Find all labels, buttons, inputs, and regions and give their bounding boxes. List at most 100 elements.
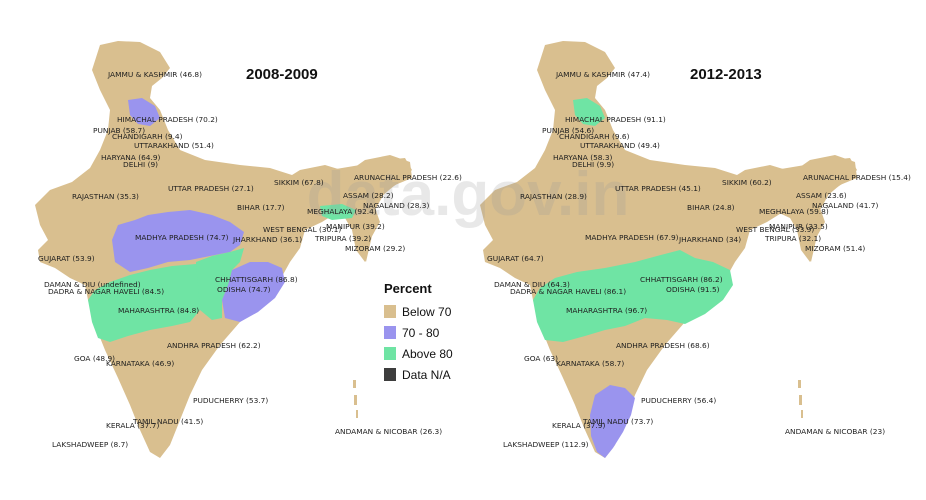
state-label: LAKSHADWEEP (8.7) — [52, 440, 128, 449]
northeast-region — [767, 158, 857, 262]
state-label: NAGALAND (28.3) — [363, 201, 429, 210]
state-label: UTTAR PRADESH (27.1) — [168, 184, 254, 193]
legend-label: Above 80 — [402, 347, 453, 361]
state-label: DADRA & NAGAR HAVELI (86.1) — [510, 287, 626, 296]
state-label: KARNATAKA (58.7) — [556, 359, 624, 368]
state-label: JAMMU & KASHMIR (47.4) — [555, 70, 650, 79]
madhya-pradesh-region — [112, 210, 244, 272]
state-label: HARYANA (64.9) — [101, 153, 161, 162]
state-label: HIMACHAL PRADESH (70.2) — [117, 115, 218, 124]
state-label: MANIPUR (33.5) — [769, 222, 828, 231]
state-label: CHHATTISGARH (86.2) — [640, 275, 723, 284]
andaman-islands — [798, 380, 803, 418]
state-labels-2008-2009: JAMMU & KASHMIR (46.8) HIMACHAL PRADESH (… — [38, 70, 462, 449]
state-label: RAJASTHAN (28.9) — [520, 192, 587, 201]
state-label: ANDAMAN & NICOBAR (23) — [785, 427, 885, 436]
state-label: GUJARAT (64.7) — [487, 254, 544, 263]
state-label: KERALA (37.9) — [552, 421, 605, 430]
state-label: CHHATTISGARH (86.8) — [215, 275, 298, 284]
legend-title: Percent — [384, 281, 432, 296]
state-label: CHANDIGARH (9.6) — [559, 132, 630, 141]
state-label: PUNJAB (58.7) — [93, 126, 145, 135]
legend-swatch-na — [384, 368, 396, 381]
tamil-nadu-region — [590, 385, 635, 458]
state-label: UTTARAKHAND (51.4) — [134, 141, 214, 150]
state-label: LAKSHADWEEP (112.9) — [503, 440, 589, 449]
legend-label: 70 - 80 — [402, 326, 440, 340]
state-label: ASSAM (23.6) — [796, 191, 847, 200]
state-label: TAMIL NADU (73.7) — [582, 417, 653, 426]
state-label: ODISHA (74.7) — [217, 285, 271, 294]
legend-label: Below 70 — [402, 305, 452, 319]
state-label: HARYANA (58.3) — [553, 153, 613, 162]
himachal-region — [573, 98, 605, 126]
state-label: MADHYA PRADESH (67.9) — [585, 233, 679, 242]
northeast-region — [322, 158, 412, 262]
state-label: ARUNACHAL PRADESH (22.6) — [354, 173, 462, 182]
state-label: MADHYA PRADESH (74.7) — [135, 233, 229, 242]
legend-swatch-below-70 — [384, 305, 396, 318]
state-label: ARUNACHAL PRADESH (15.4) — [803, 173, 911, 182]
state-label: CHANDIGARH (9.4) — [112, 132, 183, 141]
central-green-belt — [533, 250, 733, 342]
state-label: TRIPURA (39.2) — [314, 234, 371, 243]
state-label: ANDHRA PRADESH (62.2) — [167, 341, 261, 350]
watermark-text: data.gov.in — [307, 160, 630, 229]
state-label: NAGALAND (41.7) — [812, 201, 878, 210]
legend-label: Data N/A — [402, 368, 451, 382]
state-label: UTTAR PRADESH (45.1) — [615, 184, 701, 193]
state-label: MAHARASHTRA (84.8) — [118, 306, 199, 315]
map-1-title: 2008-2009 — [246, 66, 318, 83]
state-label: BIHAR (24.8) — [687, 203, 735, 212]
state-label: KARNATAKA (46.9) — [106, 359, 174, 368]
state-label: DAMAN & DIU (undefined) — [44, 280, 141, 289]
state-label: PUDUCHERRY (53.7) — [193, 396, 268, 405]
map-2012-2013 — [480, 41, 857, 458]
state-label: TRIPURA (32.1) — [764, 234, 821, 243]
state-label: MEGHALAYA (59.8) — [759, 207, 829, 216]
odisha-region — [222, 262, 285, 322]
state-label: DELHI (9) — [123, 160, 158, 169]
state-label: MANIPUR (39.2) — [326, 222, 385, 231]
state-label: DELHI (9.9) — [572, 160, 614, 169]
state-label: GOA (48.9) — [74, 354, 115, 363]
legend: Percent Below 70 70 - 80 Above 80 Data N/A — [384, 281, 453, 382]
state-label: HIMACHAL PRADESH (91.1) — [565, 115, 666, 124]
state-label: ASSAM (28.2) — [343, 191, 394, 200]
state-label: PUNJAB (54.6) — [542, 126, 594, 135]
map-2008-2009 — [35, 41, 412, 458]
state-label: JHARKHAND (36.1) — [232, 235, 302, 244]
state-label: UTTARAKHAND (49.4) — [580, 141, 660, 150]
state-label: KERALA (37.7) — [106, 421, 159, 430]
state-label: ANDHRA PRADESH (68.6) — [616, 341, 710, 350]
state-label: WEST BENGAL (33.9) — [736, 225, 814, 234]
state-label: DAMAN & DIU (64.3) — [494, 280, 570, 289]
state-label: MAHARASHTRA (96.7) — [566, 306, 647, 315]
india-outline — [480, 41, 857, 458]
state-label: PUDUCHERRY (56.4) — [641, 396, 716, 405]
state-label: ODISHA (91.5) — [666, 285, 720, 294]
state-label: JHARKHAND (34) — [678, 235, 741, 244]
state-label: JAMMU & KASHMIR (46.8) — [107, 70, 202, 79]
andaman-islands — [353, 380, 358, 418]
state-label: MIZORAM (29.2) — [345, 244, 405, 253]
himachal-region — [128, 98, 160, 126]
legend-swatch-range-70-80 — [384, 326, 396, 339]
meghalaya-region — [320, 204, 356, 220]
state-label: RAJASTHAN (35.3) — [72, 192, 139, 201]
state-label: TAMIL NADU (41.5) — [132, 417, 203, 426]
state-label: WEST BENGAL (30.1) — [263, 225, 341, 234]
map-2-title: 2012-2013 — [690, 66, 762, 83]
state-label: BIHAR (17.7) — [237, 203, 285, 212]
legend-swatch-above-80 — [384, 347, 396, 360]
state-label: GOA (63) — [524, 354, 558, 363]
state-label: ANDAMAN & NICOBAR (26.3) — [335, 427, 442, 436]
maharashtra-region — [88, 264, 200, 342]
chhattisgarh-region — [196, 248, 244, 320]
state-label: SIKKIM (67.8) — [274, 178, 324, 187]
state-label: DADRA & NAGAR HAVELI (84.5) — [48, 287, 164, 296]
state-labels-2012-2013: JAMMU & KASHMIR (47.4) HIMACHAL PRADESH (… — [487, 70, 911, 449]
state-label: SIKKIM (60.2) — [722, 178, 772, 187]
state-label: MEGHALAYA (92.4) — [307, 207, 377, 216]
